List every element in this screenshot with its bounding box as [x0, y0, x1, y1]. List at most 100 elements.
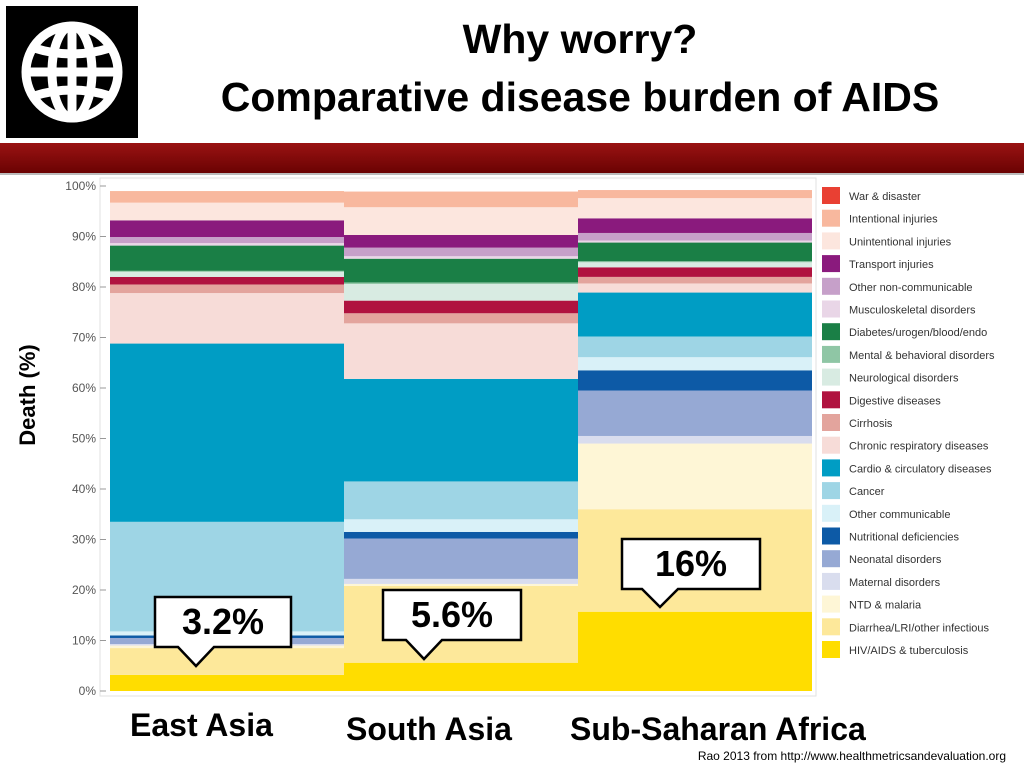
- bar-segment-sub-saharan-africa-musculoskeletal-disorders: [578, 240, 812, 243]
- bar-segment-south-asia-cardio-circulatory-diseases: [344, 378, 578, 482]
- legend-swatch-intentional-injuries: [822, 209, 840, 227]
- legend-swatch-unintentional-injuries: [822, 232, 840, 250]
- bar-segment-east-asia-transport-injuries: [110, 220, 344, 238]
- callout-box-sub-saharan-africa: [620, 537, 762, 609]
- world-bank-logo: [6, 6, 138, 138]
- legend-label-unintentional-injuries: Unintentional injuries: [849, 236, 952, 248]
- header-banner: [0, 143, 1024, 175]
- bar-segment-south-asia-other-non-communicable: [344, 247, 578, 257]
- y-tick-label: 90%: [72, 230, 96, 244]
- callout-box-east-asia: [153, 595, 293, 668]
- bar-segment-sub-saharan-africa-intentional-injuries: [578, 190, 812, 199]
- bar-segment-south-asia-digestive-diseases: [344, 300, 578, 314]
- bar-segment-east-asia-intentional-injuries: [110, 191, 344, 203]
- legend-swatch-chronic-respiratory-diseases: [822, 436, 840, 454]
- callout-value-south-asia: 5.6%: [411, 594, 493, 635]
- bar-segment-sub-saharan-africa-digestive-diseases: [578, 267, 812, 277]
- title-line-1: Why worry?: [462, 16, 698, 62]
- bar-segment-sub-saharan-africa-other-communicable: [578, 357, 812, 371]
- legend-swatch-transport-injuries: [822, 255, 840, 273]
- bar-segment-south-asia-musculoskeletal-disorders: [344, 256, 578, 259]
- bar-segment-south-asia-chronic-respiratory-diseases: [344, 323, 578, 379]
- source-note: Rao 2013 from http://www.healthmetricsan…: [697, 749, 1006, 763]
- y-tick-label: 50%: [72, 432, 96, 446]
- legend-label-cardio-circulatory-diseases: Cardio & circulatory diseases: [849, 463, 992, 475]
- legend-label-mental-behavioral-disorders: Mental & behavioral disorders: [849, 350, 995, 362]
- legend-label-neurological-disorders: Neurological disorders: [849, 373, 959, 385]
- bar-segment-east-asia-hiv-aids-tuberculosis: [110, 674, 344, 691]
- category-label-south-asia: South Asia: [346, 711, 512, 747]
- y-tick-label: 10%: [72, 634, 96, 648]
- legend-swatch-nutritional-deficiencies: [822, 527, 840, 545]
- y-tick-label: 40%: [72, 482, 96, 496]
- legend-swatch-cardio-circulatory-diseases: [822, 459, 840, 477]
- legend-label-cancer: Cancer: [849, 486, 885, 498]
- legend-swatch-war-disaster: [822, 187, 840, 204]
- category-label-east-asia: East Asia: [130, 707, 273, 743]
- bar-segment-south-asia-nutritional-deficiencies: [344, 531, 578, 539]
- legend-swatch-cancer: [822, 482, 840, 500]
- legend-label-nutritional-deficiencies: Nutritional deficiencies: [849, 532, 960, 544]
- legend-swatch-digestive-diseases: [822, 391, 840, 409]
- bar-segment-south-asia-maternal-disorders: [344, 578, 578, 584]
- bar-segment-east-asia-unintentional-injuries: [110, 202, 344, 221]
- bar-segment-east-asia-cardio-circulatory-diseases: [110, 343, 344, 522]
- bar-segment-sub-saharan-africa-other-non-communicable: [578, 232, 812, 241]
- bar-segment-south-asia-neurological-disorders: [344, 283, 578, 301]
- legend-label-other-non-communicable: Other non-communicable: [849, 282, 973, 294]
- bar-segment-south-asia-diabetes-urogen-blood-endo: [344, 258, 578, 283]
- bar-segment-east-asia-digestive-diseases: [110, 276, 344, 285]
- legend-label-other-communicable: Other communicable: [849, 509, 951, 521]
- bar-segment-sub-saharan-africa-nutritional-deficiencies: [578, 370, 812, 391]
- bar-segment-south-asia-cancer: [344, 481, 578, 520]
- bar-segment-sub-saharan-africa-diabetes-urogen-blood-endo: [578, 242, 812, 262]
- legend-label-digestive-diseases: Digestive diseases: [849, 395, 941, 407]
- legend-swatch-neonatal-disorders: [822, 550, 840, 568]
- y-tick-label: 0%: [79, 684, 97, 698]
- bar-segment-sub-saharan-africa-transport-injuries: [578, 218, 812, 233]
- legend-label-chronic-respiratory-diseases: Chronic respiratory diseases: [849, 441, 989, 453]
- legend-label-maternal-disorders: Maternal disorders: [849, 577, 941, 589]
- bar-segment-south-asia-other-communicable: [344, 519, 578, 532]
- legend-swatch-hiv-aids-tuberculosis: [822, 641, 840, 658]
- bar-segment-east-asia-other-non-communicable: [110, 237, 344, 244]
- bar-segment-south-asia-neonatal-disorders: [344, 538, 578, 579]
- legend-label-war-disaster: War & disaster: [849, 191, 921, 203]
- bar-segment-sub-saharan-africa-hiv-aids-tuberculosis: [578, 611, 812, 691]
- bar-segment-east-asia-cirrhosis: [110, 284, 344, 294]
- bar-segment-sub-saharan-africa-cirrhosis: [578, 276, 812, 284]
- legend-label-hiv-aids-tuberculosis: HIV/AIDS & tuberculosis: [849, 645, 969, 657]
- legend-swatch-mental-behavioral-disorders: [822, 345, 840, 363]
- bar-segment-sub-saharan-africa-neonatal-disorders: [578, 390, 812, 436]
- legend-label-transport-injuries: Transport injuries: [849, 259, 934, 271]
- y-tick-label: 20%: [72, 583, 96, 597]
- bar-segment-east-asia-neurological-disorders: [110, 271, 344, 277]
- globe-icon: [21, 21, 123, 123]
- title-line-2: Comparative disease burden of AIDS: [220, 74, 940, 120]
- bar-segment-south-asia-mental-behavioral-disorders: [344, 282, 578, 284]
- legend-label-ntd-malaria: NTD & malaria: [849, 600, 922, 612]
- bar-segment-south-asia-transport-injuries: [344, 234, 578, 248]
- y-tick-label: 70%: [72, 331, 96, 345]
- y-tick-label: 100%: [65, 179, 96, 193]
- legend-swatch-other-communicable: [822, 504, 840, 522]
- legend-label-diarrhea-lri-other-infectious: Diarrhea/LRI/other infectious: [849, 622, 990, 634]
- bar-segment-sub-saharan-africa-mental-behavioral-disorders: [578, 261, 812, 263]
- bar-segment-sub-saharan-africa-chronic-respiratory-diseases: [578, 283, 812, 293]
- legend-swatch-neurological-disorders: [822, 368, 840, 386]
- bar-segment-south-asia-intentional-injuries: [344, 191, 578, 208]
- callout-box-south-asia: [381, 588, 523, 661]
- bar-segment-east-asia-chronic-respiratory-diseases: [110, 293, 344, 344]
- y-tick-label: 60%: [72, 381, 96, 395]
- bar-segment-south-asia-unintentional-injuries: [344, 207, 578, 235]
- bar-segment-east-asia-musculoskeletal-disorders: [110, 243, 344, 246]
- callout-value-east-asia: 3.2%: [182, 601, 264, 642]
- legend-swatch-other-non-communicable: [822, 277, 840, 295]
- bar-segment-south-asia-ntd-malaria: [344, 583, 578, 586]
- category-label-sub-saharan-africa: Sub-Saharan Africa: [570, 711, 866, 747]
- bar-segment-east-asia-diarrhea-lri-other-infectious: [110, 648, 344, 675]
- bar-segment-east-asia-diabetes-urogen-blood-endo: [110, 245, 344, 271]
- legend-label-neonatal-disorders: Neonatal disorders: [849, 554, 942, 566]
- bar-segment-sub-saharan-africa-unintentional-injuries: [578, 198, 812, 219]
- legend-swatch-maternal-disorders: [822, 572, 840, 590]
